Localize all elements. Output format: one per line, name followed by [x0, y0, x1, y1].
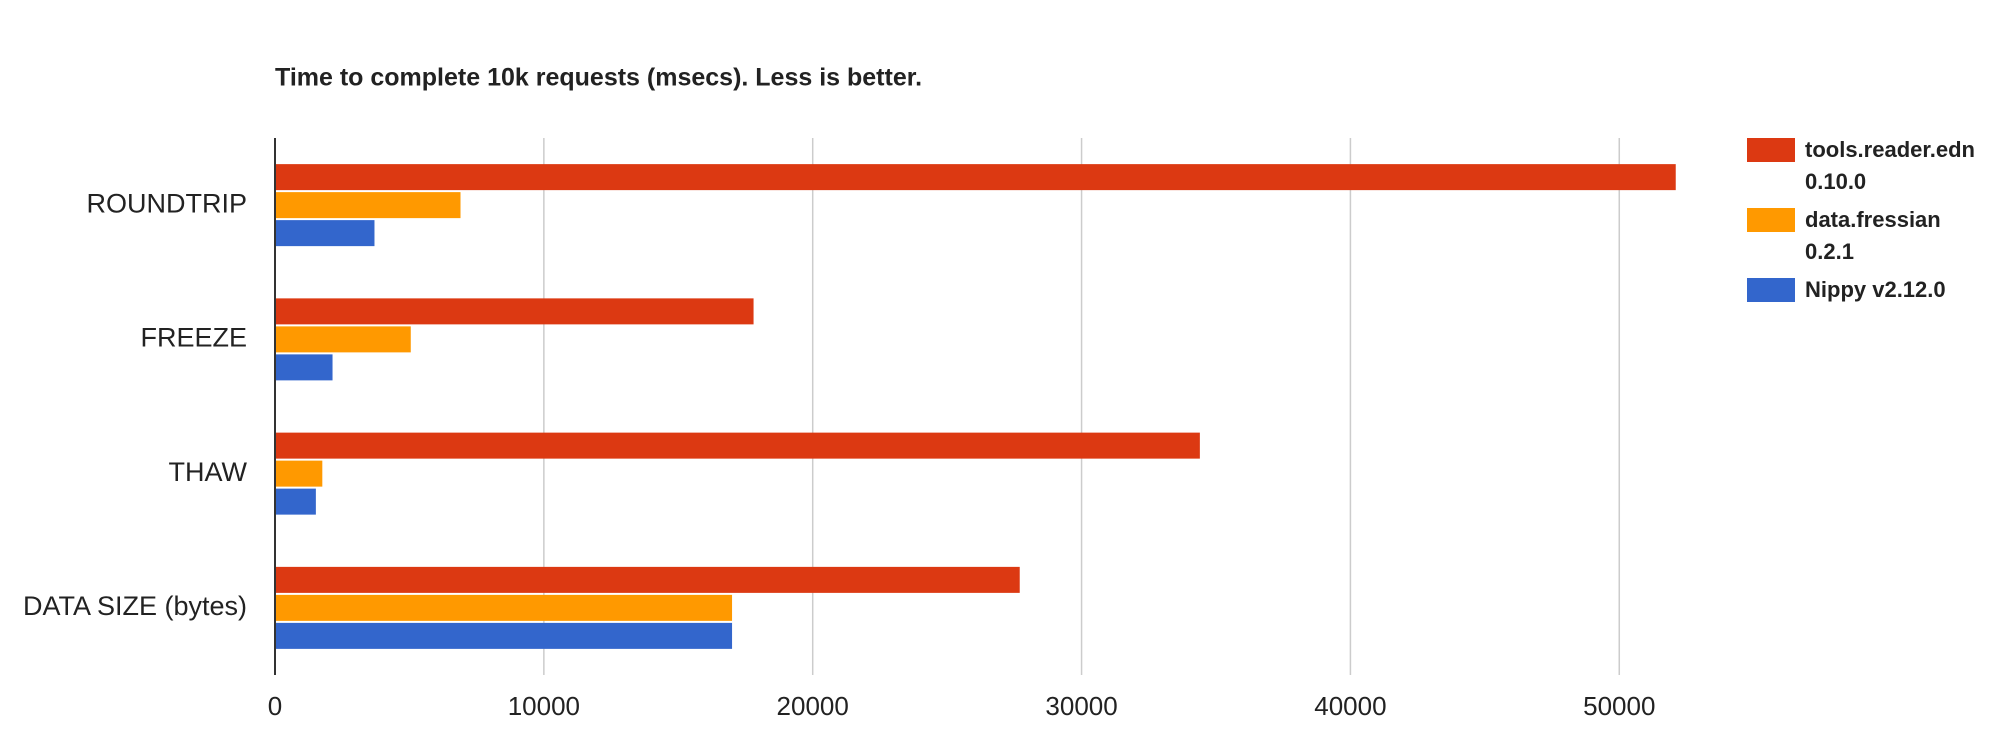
legend-entry: Nippy v2.12.0	[1747, 274, 2007, 306]
x-tick-label: 30000	[1045, 691, 1117, 721]
legend: tools.reader.edn 0.10.0 data.fressian 0.2…	[1747, 134, 2007, 306]
legend-swatch	[1747, 138, 1795, 162]
bar	[275, 326, 411, 353]
bar	[275, 220, 375, 247]
legend-swatch	[1747, 208, 1795, 232]
x-tick-label: 50000	[1583, 691, 1655, 721]
x-tick-label: 40000	[1314, 691, 1386, 721]
bar	[275, 192, 461, 219]
chart-title: Time to complete 10k requests (msecs). L…	[275, 64, 922, 92]
legend-entry: data.fressian 0.2.1	[1747, 204, 2007, 268]
bar	[275, 460, 323, 487]
bar	[275, 594, 733, 621]
x-tick-label: 20000	[777, 691, 849, 721]
legend-label: Nippy v2.12.0	[1805, 277, 1946, 302]
legend-entry: tools.reader.edn 0.10.0	[1747, 134, 2007, 198]
bar	[275, 164, 1676, 191]
legend-label: data.fressian 0.2.1	[1805, 207, 1941, 264]
y-tick-label: THAW	[169, 457, 248, 487]
bar	[275, 566, 1020, 593]
y-tick-label: DATA SIZE (bytes)	[23, 591, 247, 621]
bar	[275, 298, 754, 325]
x-tick-label: 10000	[508, 691, 580, 721]
bar	[275, 622, 733, 649]
bar	[275, 354, 333, 381]
y-tick-label: FREEZE	[140, 323, 247, 353]
x-tick-label: 0	[268, 691, 282, 721]
legend-label: tools.reader.edn 0.10.0	[1805, 137, 1975, 194]
legend-swatch	[1747, 278, 1795, 302]
bar	[275, 488, 316, 515]
y-tick-label: ROUNDTRIP	[87, 188, 248, 218]
bar	[275, 432, 1200, 459]
